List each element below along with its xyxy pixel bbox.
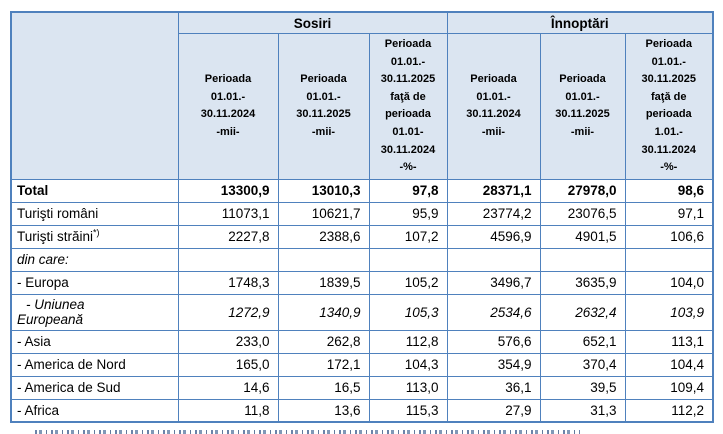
value-cell: 2227,8 (177, 224, 279, 249)
value-cell: 39,5 (539, 375, 626, 400)
value-cell: 1839,5 (277, 270, 370, 295)
value-cell: 109,4 (624, 375, 714, 400)
value-cell (277, 247, 370, 272)
value-cell: 28371,1 (446, 178, 541, 203)
value-cell: 104,0 (624, 270, 714, 295)
value-cell: 165,0 (177, 352, 279, 377)
value-cell (624, 247, 714, 272)
value-cell: 3635,9 (539, 270, 626, 295)
value-cell (177, 247, 279, 272)
value-cell: 2388,6 (277, 224, 370, 249)
table-row-turisti-straini: Turişti străini*) 2227,8 2388,6 107,2 45… (10, 224, 714, 249)
value-cell: 10621,7 (277, 201, 370, 226)
value-cell: 104,3 (368, 352, 448, 377)
value-cell (368, 247, 448, 272)
value-cell: 1340,9 (277, 293, 370, 331)
value-cell: 652,1 (539, 329, 626, 354)
value-cell: 112,2 (624, 398, 714, 423)
value-cell: 16,5 (277, 375, 370, 400)
table-row-din-care: din care: (10, 247, 714, 272)
table-row-uniunea-europeana: - Uniunea Europeană 1272,9 1340,9 105,3 … (10, 293, 714, 331)
value-cell: 97,8 (368, 178, 448, 203)
row-label: Turişti români (10, 201, 179, 226)
value-cell: 4901,5 (539, 224, 626, 249)
value-cell: 113,0 (368, 375, 448, 400)
row-label: - Africa (10, 398, 179, 423)
value-cell: 115,3 (368, 398, 448, 423)
value-cell: 112,8 (368, 329, 448, 354)
value-cell: 13010,3 (277, 178, 370, 203)
value-cell (539, 247, 626, 272)
footnote-marker: *) (93, 227, 100, 238)
value-cell: 105,3 (368, 293, 448, 331)
value-cell: 13,6 (277, 398, 370, 423)
value-cell: 103,9 (624, 293, 714, 331)
corner-cell (10, 11, 179, 180)
value-cell: 1272,9 (177, 293, 279, 331)
value-cell: 95,9 (368, 201, 448, 226)
table-row-america-de-nord: - America de Nord 165,0 172,1 104,3 354,… (10, 352, 714, 377)
column-header-sosiri-2024: Perioada 01.01.- 30.11.2024 -mii- (177, 33, 279, 180)
value-cell: 1748,3 (177, 270, 279, 295)
value-cell: 106,6 (624, 224, 714, 249)
row-label: - Europa (10, 270, 179, 295)
row-label: Total (10, 178, 179, 203)
column-header-innoptari-2024: Perioada 01.01.- 30.11.2024 -mii- (446, 33, 541, 180)
row-label-text: Turişti străini (17, 229, 94, 245)
value-cell: 107,2 (368, 224, 448, 249)
value-cell: 11,8 (177, 398, 279, 423)
row-label: - Uniunea Europeană (10, 293, 179, 331)
table-row-asia: - Asia 233,0 262,8 112,8 576,6 652,1 113… (10, 329, 714, 354)
value-cell (446, 247, 541, 272)
value-cell: 4596,9 (446, 224, 541, 249)
value-cell: 233,0 (177, 329, 279, 354)
value-cell: 27,9 (446, 398, 541, 423)
value-cell: 172,1 (277, 352, 370, 377)
table-row-turisti-romani: Turişti români 11073,1 10621,7 95,9 2377… (10, 201, 714, 226)
value-cell: 36,1 (446, 375, 541, 400)
table-row-total: Total 13300,9 13010,3 97,8 28371,1 27978… (10, 178, 714, 203)
value-cell: 3496,7 (446, 270, 541, 295)
table-row-europa: - Europa 1748,3 1839,5 105,2 3496,7 3635… (10, 270, 714, 295)
value-cell: 105,2 (368, 270, 448, 295)
tourism-stats-table: Sosiri Înnoptări Perioada 01.01.- 30.11.… (10, 11, 714, 424)
table-row-africa: - Africa 11,8 13,6 115,3 27,9 31,3 112,2 (10, 398, 714, 423)
row-label: - Asia (10, 329, 179, 354)
table-row-america-de-sud: - America de Sud 14,6 16,5 113,0 36,1 39… (10, 375, 714, 400)
value-cell: 98,6 (624, 178, 714, 203)
value-cell: 31,3 (539, 398, 626, 423)
value-cell: 23076,5 (539, 201, 626, 226)
column-header-sosiri-pct: Perioada 01.01.- 30.11.2025 faţă de peri… (368, 33, 448, 180)
value-cell: 576,6 (446, 329, 541, 354)
value-cell: 2632,4 (539, 293, 626, 331)
value-cell: 370,4 (539, 352, 626, 377)
value-cell: 113,1 (624, 329, 714, 354)
column-header-sosiri-2025: Perioada 01.01.- 30.11.2025 -mii- (277, 33, 370, 180)
value-cell: 97,1 (624, 201, 714, 226)
value-cell: 14,6 (177, 375, 279, 400)
value-cell: 11073,1 (177, 201, 279, 226)
value-cell: 13300,9 (177, 178, 279, 203)
column-header-row: Perioada 01.01.- 30.11.2024 -mii- Perioa… (11, 33, 714, 180)
clipped-footnote-text (35, 430, 580, 434)
row-label: din care: (10, 247, 179, 272)
value-cell: 104,4 (624, 352, 714, 377)
value-cell: 2534,6 (446, 293, 541, 331)
group-header-innoptari: Înnoptări (446, 11, 714, 34)
value-cell: 354,9 (446, 352, 541, 377)
row-label: Turişti străini*) (10, 224, 179, 249)
row-label: - America de Sud (10, 375, 179, 400)
column-header-innoptari-2025: Perioada 01.01.- 30.11.2025 -mii- (539, 33, 626, 180)
value-cell: 262,8 (277, 329, 370, 354)
column-header-innoptari-pct: Perioada 01.01.- 30.11.2025 faţă de peri… (624, 33, 714, 180)
row-label: - America de Nord (10, 352, 179, 377)
group-header-row: Sosiri Înnoptări (10, 11, 714, 180)
value-cell: 23774,2 (446, 201, 541, 226)
value-cell: 27978,0 (539, 178, 626, 203)
group-header-sosiri: Sosiri (177, 11, 448, 34)
